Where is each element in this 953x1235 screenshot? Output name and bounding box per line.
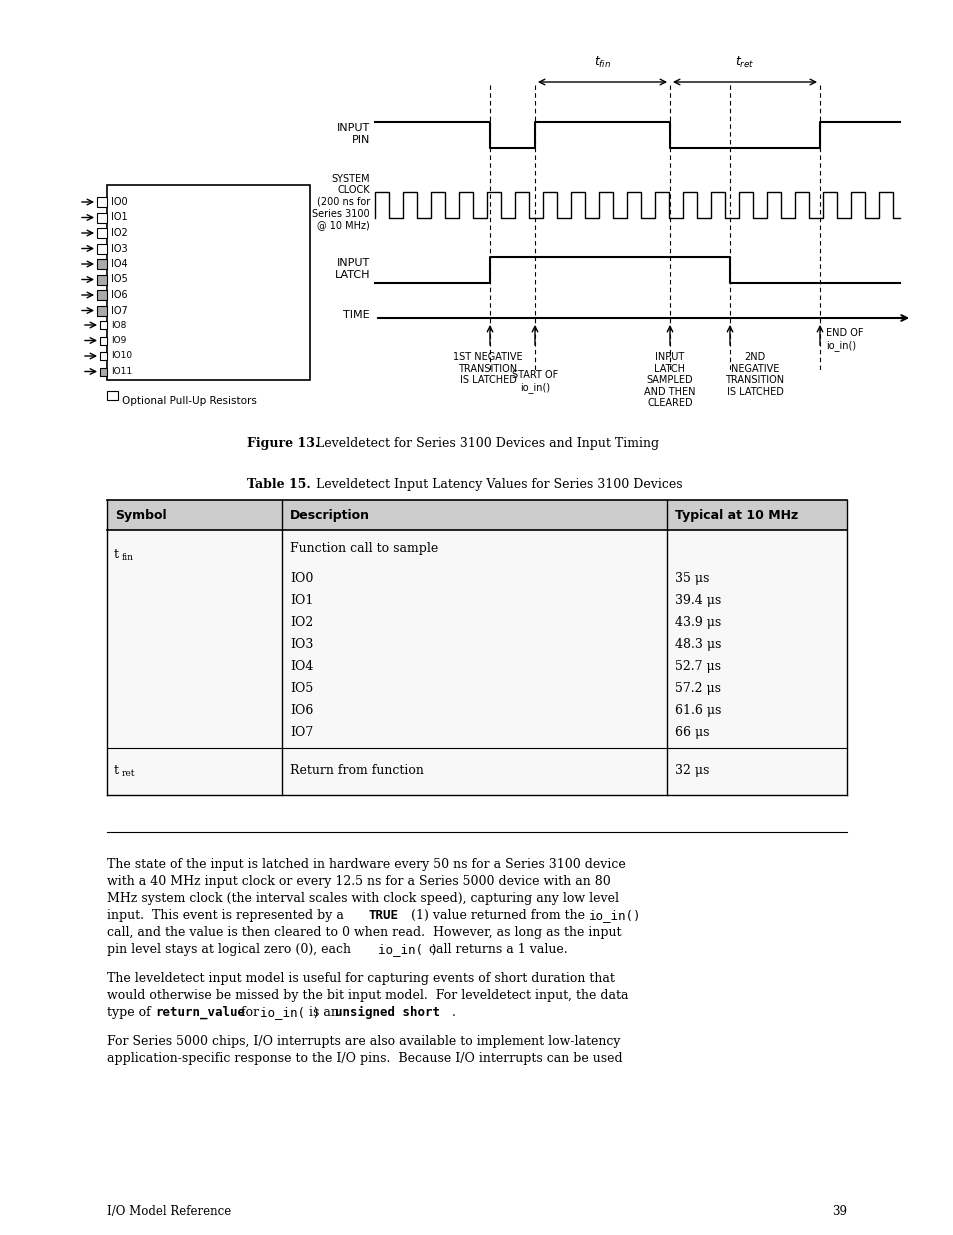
- Text: 52.7 μs: 52.7 μs: [675, 659, 720, 673]
- Text: Function call to sample: Function call to sample: [290, 542, 437, 555]
- Text: Return from function: Return from function: [290, 764, 423, 777]
- Text: pin level stays at logical zero (0), each: pin level stays at logical zero (0), eac…: [107, 944, 355, 956]
- Text: with a 40 MHz input clock or every 12.5 ns for a Series 5000 device with an 80: with a 40 MHz input clock or every 12.5 …: [107, 876, 610, 888]
- Text: Typical at 10 MHz: Typical at 10 MHz: [675, 509, 798, 521]
- Text: Symbol: Symbol: [115, 509, 167, 521]
- Text: return_value: return_value: [154, 1007, 245, 1019]
- Text: IO6: IO6: [290, 704, 313, 718]
- Text: INPUT
PIN: INPUT PIN: [336, 124, 370, 144]
- Text: is an: is an: [305, 1007, 342, 1019]
- Text: Leveldetect for Series 3100 Devices and Input Timing: Leveldetect for Series 3100 Devices and …: [312, 437, 659, 450]
- Text: The leveldetect input model is useful for capturing events of short duration tha: The leveldetect input model is useful fo…: [107, 972, 615, 986]
- Bar: [107, 391, 118, 400]
- Bar: [97, 290, 107, 300]
- Text: 39.4 μs: 39.4 μs: [675, 594, 720, 606]
- Text: I/O Model Reference: I/O Model Reference: [107, 1205, 231, 1218]
- Text: IO0: IO0: [111, 198, 128, 207]
- Text: call, and the value is then cleared to 0 when read.  However, as long as the inp: call, and the value is then cleared to 0…: [107, 926, 620, 939]
- Text: IO3: IO3: [290, 638, 313, 651]
- Bar: [107, 748, 846, 795]
- Text: Figure 13.: Figure 13.: [247, 437, 319, 450]
- Text: IO5: IO5: [111, 274, 128, 284]
- Text: io_in( ): io_in( ): [377, 944, 437, 956]
- Bar: [97, 259, 107, 269]
- Text: io_in(): io_in(): [588, 909, 640, 923]
- Text: t: t: [113, 764, 119, 777]
- Text: INPUT
LATCH
SAMPLED
AND THEN
CLEARED: INPUT LATCH SAMPLED AND THEN CLEARED: [643, 352, 695, 409]
- Bar: [97, 243, 107, 253]
- Text: 35 μs: 35 μs: [675, 572, 709, 585]
- Bar: [100, 352, 107, 359]
- Text: SYSTEM
CLOCK
(200 ns for
Series 3100
@ 10 MHz): SYSTEM CLOCK (200 ns for Series 3100 @ 1…: [312, 174, 370, 230]
- Text: START OF
io_in(): START OF io_in(): [512, 370, 558, 393]
- Text: The state of the input is latched in hardware every 50 ns for a Series 3100 devi: The state of the input is latched in har…: [107, 858, 625, 871]
- Bar: [97, 198, 107, 207]
- Text: IO5: IO5: [290, 682, 313, 695]
- Bar: [97, 212, 107, 222]
- Text: IO4: IO4: [111, 259, 128, 269]
- Text: ret: ret: [122, 769, 135, 778]
- Text: for: for: [236, 1007, 263, 1019]
- Text: 48.3 μs: 48.3 μs: [675, 638, 720, 651]
- Text: Description: Description: [290, 509, 370, 521]
- Text: fin: fin: [122, 553, 133, 562]
- Bar: [107, 530, 846, 748]
- Text: For Series 5000 chips, I/O interrupts are also available to implement low-latenc: For Series 5000 chips, I/O interrupts ar…: [107, 1035, 619, 1049]
- Text: IO1: IO1: [290, 594, 313, 606]
- Text: $t_{ret}$: $t_{ret}$: [735, 54, 754, 70]
- Bar: [97, 305, 107, 315]
- Text: 2ND
NEGATIVE
TRANSITION
IS LATCHED: 2ND NEGATIVE TRANSITION IS LATCHED: [724, 352, 783, 396]
- Bar: [97, 228, 107, 238]
- Text: TIME: TIME: [343, 310, 370, 320]
- Text: IO7: IO7: [290, 726, 313, 739]
- Text: application-specific response to the I/O pins.  Because I/O interrupts can be us: application-specific response to the I/O…: [107, 1052, 622, 1065]
- Text: 32 μs: 32 μs: [675, 764, 709, 777]
- Text: IO10: IO10: [111, 352, 132, 361]
- Text: IO1: IO1: [111, 212, 128, 222]
- Text: IO8: IO8: [111, 321, 126, 330]
- Text: IO6: IO6: [111, 290, 128, 300]
- Text: .: .: [452, 1007, 456, 1019]
- Text: $t_{fin}$: $t_{fin}$: [593, 54, 611, 70]
- Text: TRUE: TRUE: [369, 909, 398, 923]
- Text: Leveldetect Input Latency Values for Series 3100 Devices: Leveldetect Input Latency Values for Ser…: [312, 478, 682, 492]
- Text: MHz system clock (the interval scales with clock speed), capturing any low level: MHz system clock (the interval scales wi…: [107, 892, 618, 905]
- Text: io_in( ): io_in( ): [260, 1007, 319, 1019]
- Text: type of: type of: [107, 1007, 154, 1019]
- Text: IO4: IO4: [290, 659, 313, 673]
- Text: 57.2 μs: 57.2 μs: [675, 682, 720, 695]
- Text: IO7: IO7: [111, 305, 128, 315]
- Text: unsigned short: unsigned short: [335, 1007, 439, 1019]
- Text: IO2: IO2: [290, 616, 313, 629]
- Bar: [107, 500, 846, 530]
- Text: IO0: IO0: [290, 572, 313, 585]
- Text: Optional Pull-Up Resistors: Optional Pull-Up Resistors: [122, 396, 256, 406]
- Text: (1) value returned from the: (1) value returned from the: [407, 909, 588, 923]
- Text: 1ST NEGATIVE
TRANSITION
IS LATCHED: 1ST NEGATIVE TRANSITION IS LATCHED: [453, 352, 522, 385]
- Bar: [97, 274, 107, 284]
- Text: IO11: IO11: [111, 367, 132, 375]
- Text: 43.9 μs: 43.9 μs: [675, 616, 720, 629]
- Bar: [107, 185, 310, 380]
- Text: t: t: [113, 548, 119, 561]
- Text: call returns a 1 value.: call returns a 1 value.: [424, 944, 567, 956]
- Text: 39: 39: [831, 1205, 846, 1218]
- Text: 66 μs: 66 μs: [675, 726, 709, 739]
- Text: END OF
io_in(): END OF io_in(): [825, 329, 862, 351]
- Text: IO2: IO2: [111, 228, 128, 238]
- Text: would otherwise be missed by the bit input model.  For leveldetect input, the da: would otherwise be missed by the bit inp…: [107, 989, 628, 1002]
- Text: 61.6 μs: 61.6 μs: [675, 704, 720, 718]
- Bar: [100, 368, 107, 375]
- Text: IO3: IO3: [111, 243, 128, 253]
- Text: INPUT
LATCH: INPUT LATCH: [335, 258, 370, 280]
- Text: IO9: IO9: [111, 336, 126, 345]
- Text: Table 15.: Table 15.: [247, 478, 311, 492]
- Text: input.  This event is represented by a: input. This event is represented by a: [107, 909, 348, 923]
- Bar: [100, 336, 107, 345]
- Bar: [100, 321, 107, 329]
